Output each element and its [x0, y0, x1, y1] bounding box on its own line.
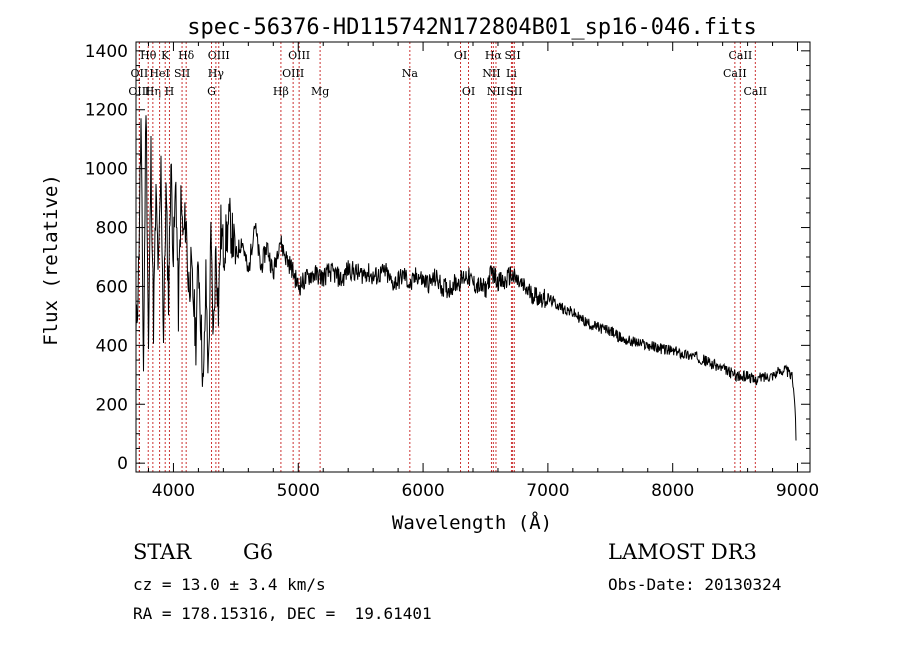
x-axis: 4000 5000 6000 7000 8000 9000 [147, 42, 819, 501]
line-marker-label: OI [454, 49, 467, 62]
redshift-cz: cz = 13.0 ± 3.4 km/s [133, 575, 326, 594]
line-marker-label: H [165, 85, 175, 98]
y-tick-label: 1400 [85, 42, 128, 62]
line-marker-label: OIII [128, 85, 150, 98]
line-marker-label: OIII [288, 49, 310, 62]
spectrum-series [135, 115, 797, 441]
y-tick-label: 1000 [85, 160, 128, 180]
x-axis-label: Wavelength (Å) [392, 511, 552, 534]
line-marker-label: Hδ [178, 49, 195, 62]
y-tick-label: 600 [96, 277, 128, 297]
line-marker-label: CaII [729, 49, 753, 62]
line-marker-label: OII [131, 67, 149, 80]
y-tick-label: 0 [117, 454, 128, 474]
line-marker-label: CaII [723, 67, 747, 80]
line-marker-label: K [161, 49, 170, 62]
line-marker-label: OI [462, 85, 475, 98]
x-tick-label: 5000 [277, 481, 320, 501]
line-marker-label: Hη [145, 85, 161, 98]
x-tick-label: 8000 [651, 481, 694, 501]
object-subclass: G6 [243, 540, 274, 564]
y-axis-label: Flux (relative) [40, 174, 62, 346]
line-marker-label: Hγ [208, 67, 225, 80]
line-marker-label: Mg [311, 85, 329, 98]
ra-dec: RA = 178.15316, DEC = 19.61401 [133, 604, 432, 623]
x-tick-label: 7000 [526, 481, 569, 501]
line-marker-label: HeI [149, 67, 169, 80]
x-tick-label: 9000 [776, 481, 819, 501]
y-tick-label: 200 [96, 395, 128, 415]
line-marker-label: Hβ [273, 85, 289, 98]
x-tick-label: 4000 [152, 481, 195, 501]
obs-date: Obs-Date: 20130324 [608, 575, 782, 594]
line-marker-label: OIII [208, 49, 230, 62]
line-marker-label: G [207, 85, 216, 98]
line-marker-label: SII [504, 49, 520, 62]
chart-title: spec-56376-HD115742N172804B01_sp16-046.f… [187, 15, 757, 40]
line-marker-label: NII [487, 85, 505, 98]
line-marker-label: OIII [282, 67, 304, 80]
object-class: STAR [133, 540, 192, 564]
y-tick-label: 400 [96, 336, 128, 356]
y-tick-label: 1200 [85, 101, 128, 121]
line-marker-label: Li [506, 67, 517, 80]
y-tick-label: 800 [96, 219, 128, 239]
line-marker-label: SII [174, 67, 190, 80]
spectrum-line [135, 115, 797, 441]
y-axis: 0 200 400 600 800 1000 1200 1400 [85, 42, 810, 474]
line-marker-label: NII [482, 67, 500, 80]
survey-name: LAMOST DR3 [608, 540, 757, 564]
line-marker-label: SII [506, 85, 522, 98]
line-marker-label: Hα [485, 49, 503, 62]
line-marker-label: CaII [743, 85, 767, 98]
x-tick-label: 6000 [401, 481, 444, 501]
line-marker-label: Na [402, 67, 419, 80]
